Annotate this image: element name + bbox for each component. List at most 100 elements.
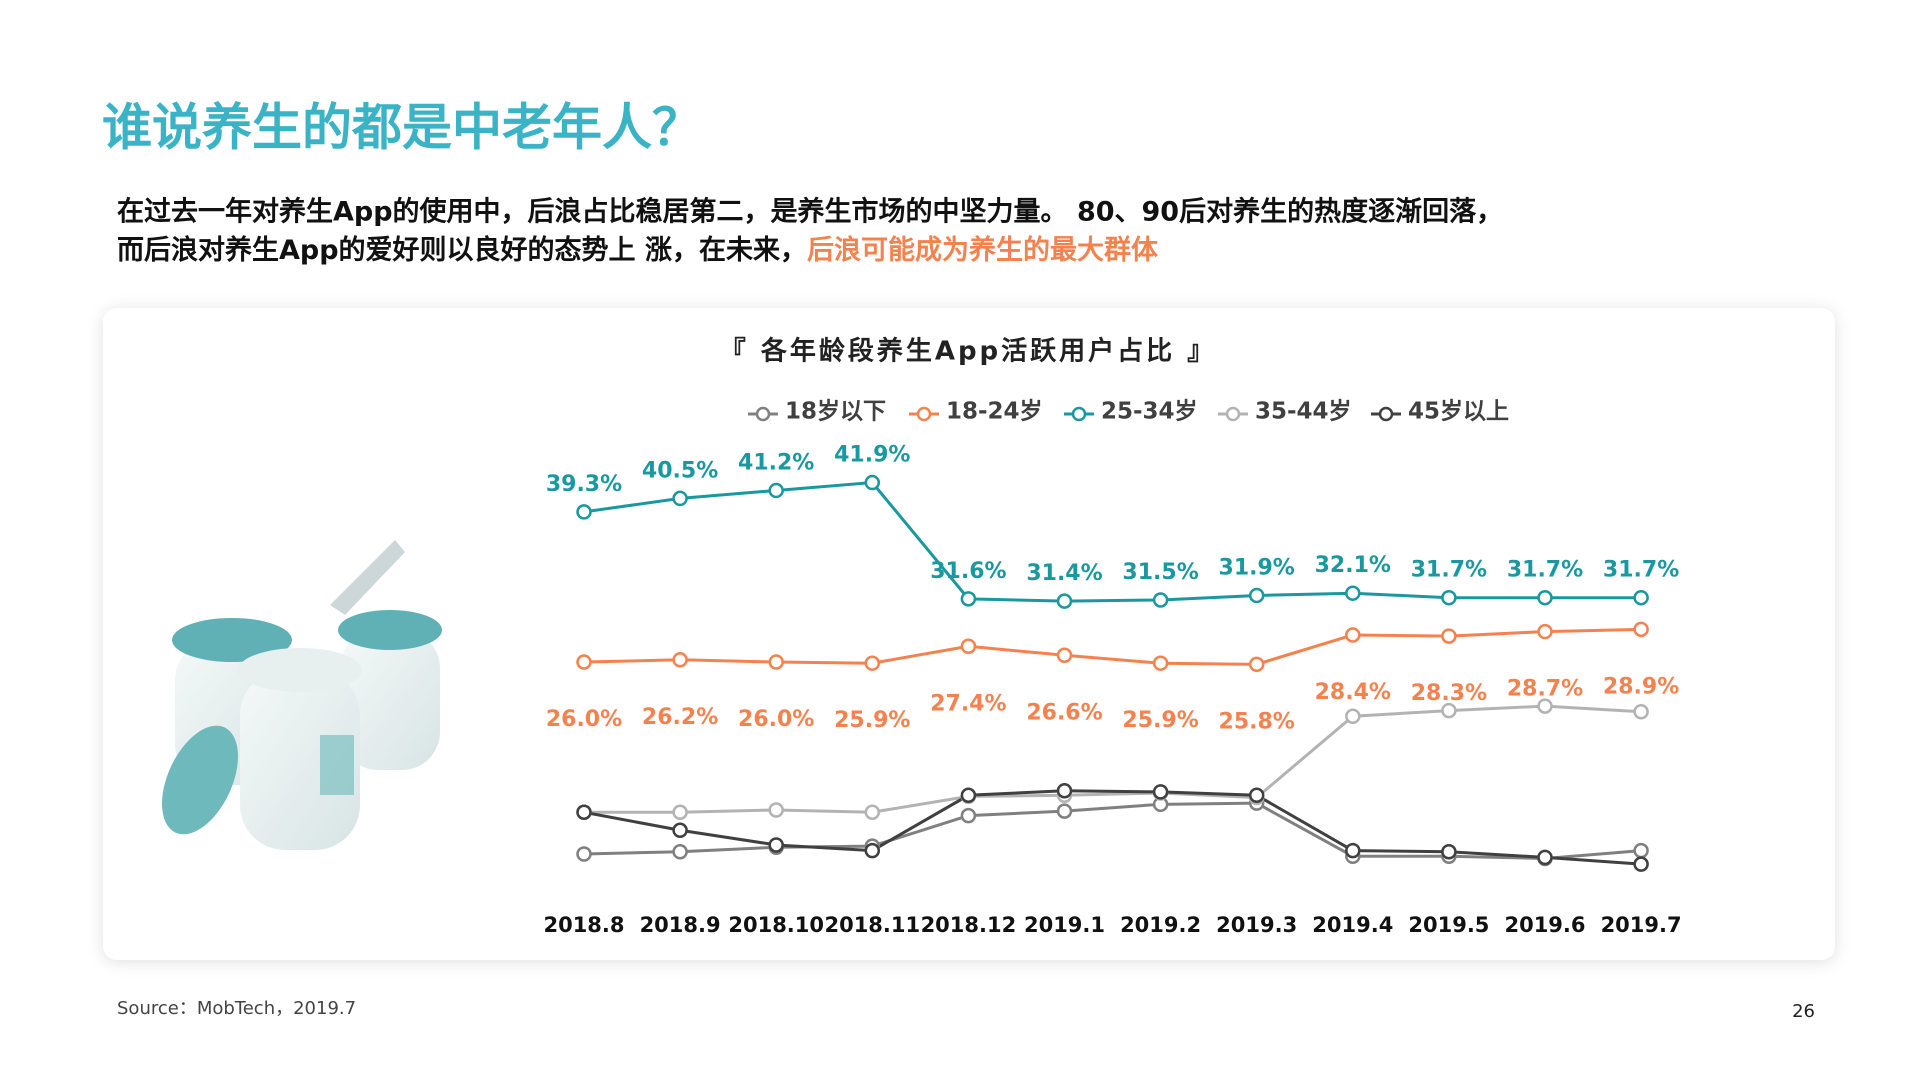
data-point: [1633, 703, 1649, 720]
data-label: 27.4%: [930, 691, 1006, 716]
legend-label: 18-24岁: [946, 398, 1043, 425]
data-point: [1441, 589, 1457, 606]
data-point: [1152, 592, 1169, 608]
data-point: [1633, 621, 1649, 638]
data-label: 26.2%: [642, 705, 718, 730]
legend-marker: [1071, 406, 1087, 422]
data-label: 25.9%: [1122, 708, 1198, 733]
x-tick-label: 2019.7: [1601, 913, 1682, 937]
data-point: [1248, 587, 1265, 604]
data-point: [1345, 842, 1361, 859]
data-point: [1537, 849, 1553, 866]
data-point: [768, 482, 784, 499]
data-label: 26.0%: [546, 707, 622, 732]
data-label: 31.6%: [930, 559, 1006, 584]
x-tick-label: 2019.6: [1504, 913, 1585, 937]
x-tick-label: 2019.1: [1024, 913, 1105, 937]
source: Source：MobTech，2019.7: [117, 998, 356, 1019]
subtitle-highlight: 后浪可能成为养生的最大群体: [807, 234, 1159, 266]
data-label: 31.7%: [1603, 558, 1679, 583]
data-point: [672, 652, 688, 668]
data-point: [1345, 585, 1361, 601]
legend-marker: [1378, 406, 1394, 422]
data-point: [1633, 842, 1649, 859]
data-point: [672, 490, 688, 507]
data-point: [1152, 784, 1169, 800]
legend-marker: [755, 406, 771, 422]
data-point: [960, 787, 977, 804]
data-point: [960, 591, 977, 607]
legend-marker: [916, 406, 932, 422]
legend-label: 25-34岁: [1101, 398, 1198, 425]
data-point: [576, 504, 592, 520]
data-label: 28.9%: [1603, 674, 1679, 699]
data-point: [960, 807, 977, 824]
data-point: [672, 843, 688, 860]
data-label: 28.7%: [1507, 677, 1583, 702]
data-label: 31.4%: [1026, 561, 1102, 586]
data-point: [864, 655, 881, 671]
data-point: [1345, 627, 1361, 643]
legend-label: 45岁以上: [1408, 398, 1509, 425]
data-point: [1633, 856, 1649, 872]
series-line: [583, 480, 1642, 603]
data-point: [864, 842, 881, 859]
legend-marker: [1225, 406, 1241, 422]
x-tick-label: 2019.4: [1312, 913, 1393, 937]
data-point: [576, 846, 592, 862]
x-tick-label: 2018.11: [824, 913, 920, 937]
data-point: [768, 837, 784, 853]
data-point: [1152, 655, 1169, 671]
data-label: 41.9%: [834, 443, 910, 468]
data-point: [672, 804, 688, 820]
data-point: [1056, 647, 1073, 664]
data-point: [1441, 843, 1457, 860]
series-line: [584, 704, 1642, 814]
data-point: [1537, 589, 1553, 606]
data-label: 25.8%: [1219, 709, 1295, 734]
x-tick-label: 2018.10: [728, 913, 824, 937]
data-label: 26.6%: [1026, 700, 1102, 725]
x-tick-label: 2019.2: [1120, 913, 1201, 937]
data-point: [1056, 593, 1073, 609]
data-point: [576, 654, 592, 670]
data-point: [768, 654, 784, 670]
data-point: [1441, 702, 1457, 719]
legend-label: 18岁以下: [785, 398, 886, 425]
data-point: [672, 822, 688, 839]
data-point: [1537, 623, 1553, 640]
x-tick-label: 2018.12: [921, 913, 1017, 937]
series-line: [583, 789, 1642, 866]
data-point: [1345, 708, 1361, 725]
data-point: [1056, 783, 1073, 799]
data-point: [1248, 656, 1265, 673]
jar-illustration: [162, 540, 442, 850]
data-label: 31.7%: [1507, 558, 1583, 583]
subtitle: 在过去一年对养生App的使用中，后浪占比稳居第二，是养生市场的中坚力量。 80、…: [117, 196, 1503, 228]
data-point: [864, 474, 881, 491]
data-point: [1056, 803, 1073, 819]
subtitle-text: 而后浪对养生App的爱好则以良好的态势上 涨，在未来，: [117, 234, 807, 266]
data-label: 32.1%: [1315, 553, 1391, 578]
data-point: [576, 804, 592, 820]
data-label: 26.0%: [738, 707, 814, 732]
data-label: 31.5%: [1122, 560, 1198, 585]
page-title: 谁说养生的都是中老年人？: [102, 99, 702, 157]
chart-card: [103, 308, 1835, 960]
x-tick-label: 2019.3: [1216, 913, 1297, 937]
data-point: [960, 638, 977, 655]
data-point: [864, 804, 881, 820]
x-tick-label: 2018.9: [640, 913, 721, 937]
data-label: 40.5%: [642, 458, 718, 483]
x-tick-label: 2019.5: [1408, 913, 1489, 937]
x-tick-label: 2018.8: [543, 913, 624, 937]
data-label: 39.3%: [546, 472, 622, 497]
series-line: [583, 801, 1642, 861]
data-label: 41.2%: [738, 450, 814, 475]
chart-title: 『 各年龄段养生App活跃用户占比 』: [720, 336, 1216, 367]
data-label: 28.3%: [1411, 681, 1487, 706]
data-point: [1633, 589, 1649, 606]
data-label: 31.7%: [1411, 558, 1487, 583]
data-point: [1537, 698, 1553, 714]
